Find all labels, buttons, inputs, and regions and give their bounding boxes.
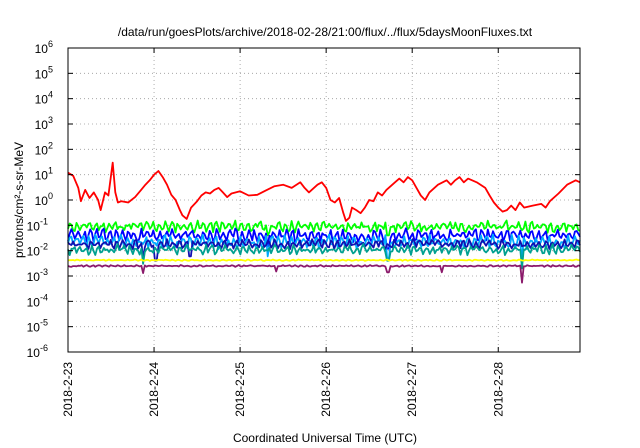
y-tick-label: 102 (35, 140, 53, 157)
series-line (67, 227, 581, 250)
chart-title: /data/run/goesPlots/archive/2018-02-28/2… (118, 25, 533, 39)
x-axis-label: Coordinated Universal Time (UTC) (233, 431, 417, 445)
x-tick-label: 2018-2-23 (61, 362, 75, 417)
y-tick-label: 103 (35, 115, 53, 132)
y-tick-label: 10-1 (27, 216, 48, 233)
series-line (67, 258, 581, 262)
y-tick-label: 106 (35, 39, 53, 56)
x-tick-label: 2018-2-26 (319, 362, 333, 417)
y-tick-label: 101 (35, 166, 53, 183)
series-line (67, 243, 581, 270)
y-tick-label: 104 (35, 90, 53, 107)
y-tick-label: 105 (35, 64, 53, 81)
grid-lines (68, 48, 580, 352)
y-tick-label: 10-4 (27, 292, 48, 309)
x-tick-label: 2018-2-24 (147, 362, 161, 417)
series-layer (67, 161, 581, 284)
y-tick-label: 10-2 (27, 242, 48, 259)
x-axis: 2018-2-23 2018-2-24 2018-2-25 2018-2-26 2018… (61, 48, 505, 417)
y-tick-label: 10-6 (27, 343, 48, 360)
y-tick-label: 10-5 (27, 318, 48, 335)
series-line (67, 161, 581, 222)
y-axis-label: protons/cm²-s-sr-MeV (12, 142, 26, 258)
y-tick-label: 100 (35, 191, 53, 208)
series-line (67, 238, 581, 262)
x-tick-label: 2018-2-25 (233, 362, 247, 417)
y-axis: 10-6 10-5 10-4 10-3 10-2 10-1 100 101 102 103 104 1… (27, 39, 580, 360)
x-tick-label: 2018-2-27 (405, 362, 419, 417)
x-tick-label: 2018-2-28 (491, 362, 505, 417)
series-line (67, 264, 581, 284)
y-tick-label: 10-3 (27, 267, 48, 284)
series-line (67, 219, 581, 237)
